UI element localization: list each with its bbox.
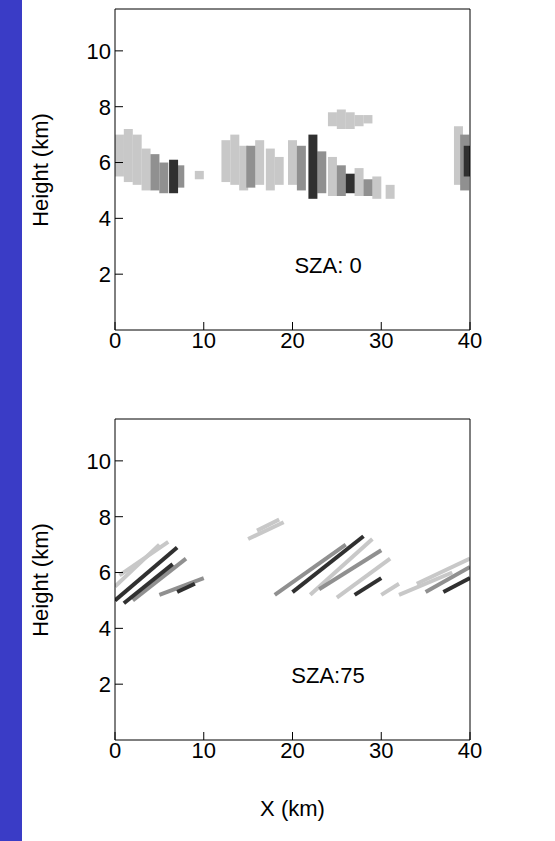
svg-text:2: 2 — [99, 672, 111, 697]
svg-text:10: 10 — [192, 328, 216, 353]
svg-text:40: 40 — [458, 328, 482, 353]
svg-text:10: 10 — [87, 449, 111, 474]
svg-text:0: 0 — [109, 328, 121, 353]
svg-text:30: 30 — [369, 738, 393, 763]
svg-text:0: 0 — [109, 738, 121, 763]
svg-text:10: 10 — [192, 738, 216, 763]
svg-text:6: 6 — [99, 150, 111, 175]
html-text:Height (km): Height (km) — [28, 522, 53, 637]
svg-text:2: 2 — [99, 262, 111, 287]
html-text:SZA:75: SZA:75 — [291, 662, 365, 688]
svg-text:20: 20 — [280, 328, 304, 353]
svg-text:40: 40 — [458, 738, 482, 763]
svg-text:X (km): X (km) — [260, 796, 325, 821]
svg-text:8: 8 — [99, 505, 111, 530]
svg-text:20: 20 — [280, 738, 304, 763]
svg-text:8: 8 — [99, 95, 111, 120]
html-text:SZA: 0: SZA: 0 — [294, 252, 362, 278]
svg-text:10: 10 — [87, 39, 111, 64]
html-text:Height (km): Height (km) — [28, 112, 53, 227]
svg-text:30: 30 — [369, 328, 393, 353]
svg-text:6: 6 — [99, 560, 111, 585]
svg-text:4: 4 — [99, 616, 111, 641]
svg-text:4: 4 — [99, 206, 111, 231]
